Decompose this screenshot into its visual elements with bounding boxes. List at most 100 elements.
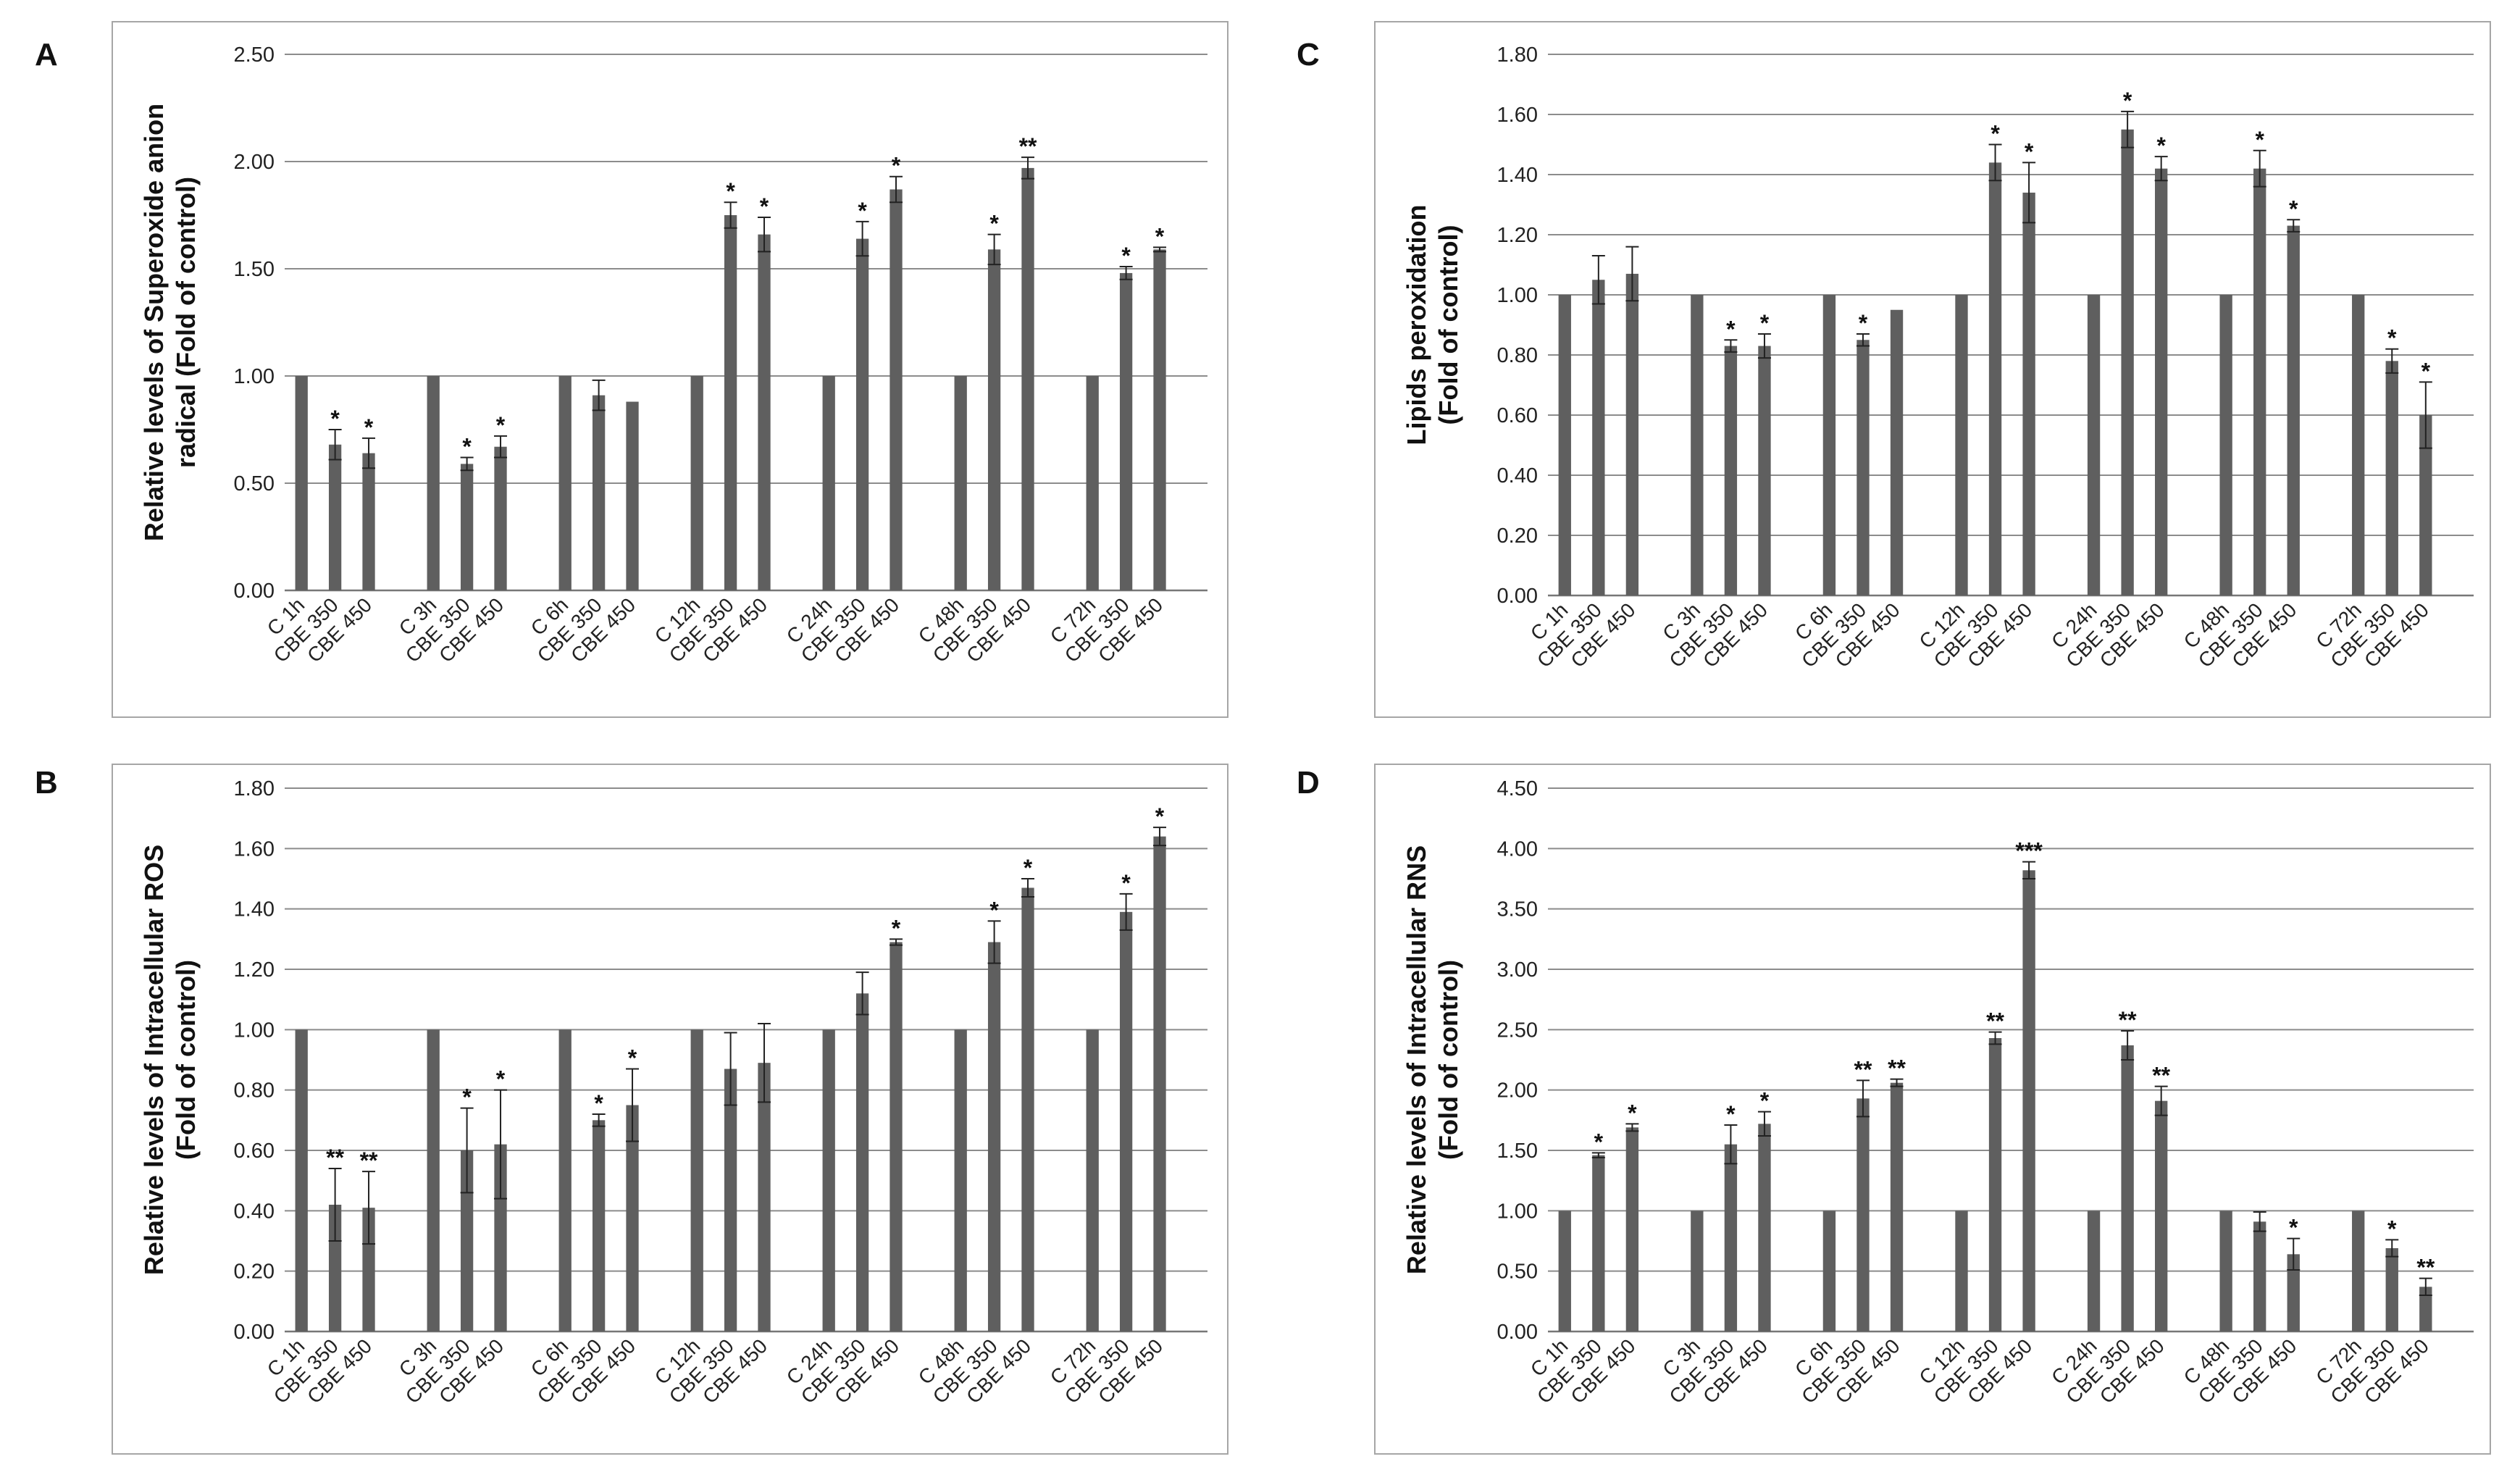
- bar: [889, 189, 903, 591]
- bar: [889, 942, 903, 1331]
- bar: [2419, 1287, 2432, 1331]
- bar: [626, 1105, 639, 1331]
- bar: [460, 1150, 474, 1331]
- bar: [1558, 295, 1571, 595]
- y-tick-label: 0.50: [1497, 1260, 1538, 1284]
- significance-mark: *: [2289, 1215, 2298, 1241]
- significance-mark: *: [496, 412, 506, 438]
- significance-mark: *: [330, 406, 340, 432]
- y-axis-label-line: Relative levels of Intracellular RNS: [1402, 845, 1431, 1274]
- y-tick-label: 1.20: [234, 958, 275, 982]
- panel-frame: [1374, 764, 2491, 1455]
- bar: [1758, 346, 1771, 595]
- y-tick-label: 1.60: [1497, 104, 1538, 127]
- bar: [494, 446, 507, 590]
- bar: [295, 376, 308, 590]
- y-tick-label: 0.00: [1497, 1321, 1538, 1344]
- significance-mark: *: [1155, 223, 1165, 249]
- significance-mark: *: [2156, 133, 2166, 159]
- bar: [2385, 361, 2398, 595]
- y-tick-label: 0.20: [1497, 524, 1538, 548]
- significance-mark: *: [2289, 196, 2298, 222]
- bar: [1558, 1211, 1571, 1331]
- bar: [2419, 415, 2432, 595]
- bar: [2155, 168, 2168, 595]
- significance-mark: **: [2416, 1255, 2435, 1281]
- bar: [758, 234, 771, 590]
- significance-mark: *: [2421, 358, 2431, 384]
- significance-mark: *: [1024, 855, 1033, 881]
- bar: [1856, 1098, 1870, 1331]
- significance-mark: *: [628, 1045, 637, 1071]
- significance-mark: *: [726, 178, 735, 204]
- panel-frame: [112, 21, 1228, 718]
- y-tick-label: 0.50: [234, 472, 275, 496]
- bar: [328, 444, 342, 590]
- panel-c: C 0.00 0.20 0.40 0.60 0.80 1.00 1.20 1.40 1.60 1.8…: [1297, 21, 2491, 718]
- bar: [1724, 346, 1738, 595]
- bar: [1988, 1038, 2002, 1331]
- bar: [1625, 1127, 1639, 1331]
- significance-mark: **: [2119, 1007, 2137, 1033]
- panel-b: B 0.00 0.20 0.40 0.60 0.80 1.00 1.20 1.40 1.60 1.8…: [35, 764, 1228, 1455]
- bar: [2352, 295, 2365, 595]
- bar: [724, 1069, 737, 1331]
- y-axis-label-line: (Fold of control): [1433, 960, 1463, 1160]
- bar: [1988, 162, 2002, 595]
- significance-mark: **: [2152, 1063, 2170, 1089]
- significance-mark: *: [1628, 1100, 1637, 1126]
- bar: [2022, 192, 2035, 595]
- bar: [2155, 1100, 2168, 1331]
- y-axis-label: Relative levels of Superoxide anion radic…: [139, 104, 201, 541]
- bar: [2219, 1211, 2232, 1331]
- bar: [2022, 870, 2035, 1331]
- bar: [2087, 295, 2101, 595]
- bar: [1758, 1124, 1771, 1331]
- significance-mark: *: [858, 198, 867, 224]
- bar: [1691, 1211, 1704, 1331]
- bar: [690, 376, 703, 590]
- significance-mark: **: [1986, 1008, 2004, 1034]
- significance-mark: *: [2123, 88, 2132, 114]
- y-tick-label: 0.20: [234, 1260, 275, 1284]
- bar: [987, 249, 1001, 590]
- significance-mark: *: [1726, 1101, 1736, 1127]
- y-tick-label: 1.50: [1497, 1140, 1538, 1163]
- y-tick-label: 0.00: [234, 580, 275, 603]
- bar: [1856, 340, 1870, 595]
- bar: [427, 1029, 440, 1331]
- bar: [362, 1208, 375, 1331]
- bar: [1592, 1155, 1605, 1331]
- bar: [2121, 1045, 2134, 1331]
- y-tick-label: 2.50: [234, 43, 275, 67]
- significance-mark: *: [760, 193, 769, 220]
- y-tick-label: 2.00: [1497, 1079, 1538, 1103]
- y-tick-label: 3.50: [1497, 898, 1538, 921]
- y-tick-label: 0.40: [234, 1200, 275, 1223]
- y-axis-label-line: (Fold of control): [171, 960, 201, 1160]
- bar: [1890, 309, 1904, 595]
- significance-mark: *: [1726, 316, 1736, 342]
- y-tick-label: 4.50: [1497, 777, 1538, 800]
- y-tick-label: 1.50: [234, 258, 275, 281]
- bar: [1625, 273, 1639, 595]
- y-tick-label: 1.00: [1497, 284, 1538, 307]
- y-axis-label-line: radical (Fold of control): [171, 177, 201, 468]
- panel-letter: C: [1297, 37, 1320, 72]
- significance-mark: *: [496, 1066, 506, 1092]
- bar: [328, 1205, 342, 1331]
- y-tick-label: 1.20: [1497, 224, 1538, 247]
- y-tick-label: 0.00: [1497, 585, 1538, 608]
- significance-mark: *: [2387, 1216, 2397, 1242]
- y-tick-label: 1.00: [1497, 1200, 1538, 1223]
- significance-mark: *: [1121, 870, 1131, 896]
- bar: [2352, 1211, 2365, 1331]
- bar: [1153, 249, 1166, 590]
- significance-mark: *: [462, 433, 472, 459]
- bar: [1153, 836, 1166, 1331]
- significance-mark: *: [989, 211, 999, 237]
- bar: [2385, 1248, 2398, 1331]
- significance-mark: **: [1888, 1055, 1906, 1082]
- y-axis-label: Relative levels of Intracellular RNS (Fol…: [1402, 845, 1463, 1274]
